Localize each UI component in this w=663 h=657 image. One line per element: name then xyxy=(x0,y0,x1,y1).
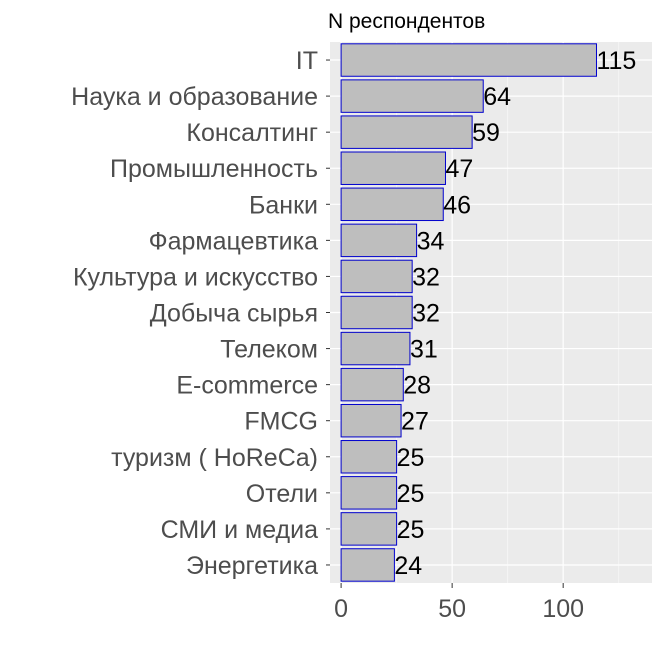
bars xyxy=(340,43,597,582)
bar xyxy=(340,403,402,438)
value-label: 59 xyxy=(472,119,500,147)
category-label: Консалтинг xyxy=(186,119,318,147)
value-label: 28 xyxy=(403,372,431,400)
category-labels: IT Наука и образование Консалтинг Промышлен… xyxy=(71,47,330,580)
bar xyxy=(340,115,473,149)
category-label: Культура и искусство xyxy=(73,263,318,291)
bar xyxy=(340,548,395,582)
value-label: 46 xyxy=(443,191,471,219)
category-label: туризм ( HoReCa) xyxy=(111,444,318,472)
value-label: 47 xyxy=(445,155,473,183)
value-label: 31 xyxy=(410,336,438,364)
bar xyxy=(340,440,398,474)
bar xyxy=(340,43,597,77)
bar xyxy=(340,295,413,330)
category-label: Энергетика xyxy=(186,552,318,580)
bar xyxy=(340,476,398,510)
category-label: Добыча сырья xyxy=(150,300,318,328)
bar xyxy=(340,367,404,402)
bar xyxy=(340,79,484,113)
value-label: 25 xyxy=(397,444,425,472)
value-label: 32 xyxy=(412,300,440,328)
bar xyxy=(340,331,411,366)
chart-title: N респондентов xyxy=(328,10,485,33)
category-label: Банки xyxy=(249,191,318,219)
category-label: Телеком xyxy=(220,336,318,364)
category-label: E-commerce xyxy=(176,372,318,400)
value-label: 25 xyxy=(397,516,425,544)
value-label: 24 xyxy=(394,552,422,580)
value-labels: 115 64 59 47 46 34 32 32 31 28 27 25 25 25 24 xyxy=(394,47,636,580)
bar xyxy=(340,259,413,294)
value-label: 32 xyxy=(412,263,440,291)
category-label: Фармацевтика xyxy=(149,227,318,255)
bar xyxy=(340,223,418,258)
category-label: IT xyxy=(296,47,318,75)
category-label: Отели xyxy=(246,480,318,508)
x-axis: 0 50 100 xyxy=(334,583,584,623)
value-label: 34 xyxy=(417,227,445,255)
bar xyxy=(340,151,446,185)
bar xyxy=(340,512,398,546)
category-label: СМИ и медиа xyxy=(161,516,319,544)
category-label: FMCG xyxy=(244,408,318,436)
value-label: 25 xyxy=(397,480,425,508)
x-tick-label: 100 xyxy=(542,595,584,623)
category-label: Наука и образование xyxy=(71,83,318,111)
value-label: 64 xyxy=(483,83,511,111)
value-label: 27 xyxy=(401,408,429,436)
x-tick-label: 50 xyxy=(438,595,466,623)
category-label: Промышленность xyxy=(110,155,318,183)
x-tick-label: 0 xyxy=(334,595,348,623)
bar xyxy=(340,187,444,222)
value-label: 115 xyxy=(596,47,636,75)
